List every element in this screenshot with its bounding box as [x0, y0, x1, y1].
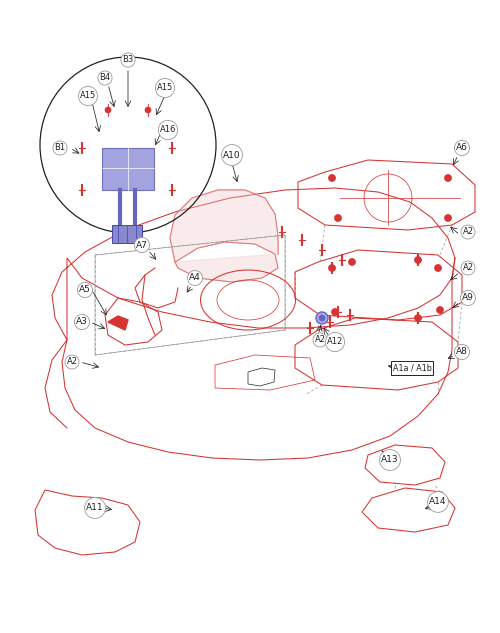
Text: A10: A10: [223, 151, 241, 160]
Text: A2: A2: [462, 227, 473, 237]
Circle shape: [414, 315, 422, 322]
Circle shape: [105, 107, 111, 113]
Circle shape: [328, 175, 336, 182]
Bar: [102, 148, 154, 190]
Text: A11: A11: [86, 503, 104, 513]
Circle shape: [332, 308, 338, 315]
Text: A2: A2: [462, 263, 473, 272]
Circle shape: [444, 215, 452, 222]
Text: B1: B1: [54, 144, 66, 153]
Circle shape: [319, 315, 325, 321]
Circle shape: [316, 312, 328, 324]
Circle shape: [328, 265, 336, 272]
Text: A14: A14: [429, 498, 447, 506]
Text: A5: A5: [79, 285, 91, 294]
Text: A12: A12: [327, 337, 343, 346]
Circle shape: [334, 215, 342, 222]
Circle shape: [348, 258, 356, 265]
Text: A8: A8: [456, 348, 468, 356]
Text: A13: A13: [381, 456, 399, 465]
Circle shape: [434, 265, 442, 272]
Bar: [112, 225, 142, 243]
Text: B3: B3: [122, 56, 134, 65]
Circle shape: [414, 256, 422, 263]
Text: A1a / A1b: A1a / A1b: [392, 363, 432, 372]
Text: B4: B4: [100, 73, 110, 82]
Text: A6: A6: [456, 144, 468, 153]
Circle shape: [145, 107, 151, 113]
Text: A9: A9: [462, 294, 474, 303]
Text: A7: A7: [136, 241, 148, 249]
Circle shape: [444, 175, 452, 182]
Text: A15: A15: [157, 84, 173, 92]
Text: A2: A2: [66, 358, 78, 367]
Text: A16: A16: [160, 125, 176, 134]
Text: A15: A15: [80, 92, 96, 101]
Text: A2: A2: [314, 335, 326, 344]
Polygon shape: [170, 190, 278, 282]
Text: A4: A4: [189, 273, 201, 282]
Circle shape: [436, 306, 444, 313]
Polygon shape: [108, 316, 128, 330]
Text: A3: A3: [76, 318, 88, 327]
